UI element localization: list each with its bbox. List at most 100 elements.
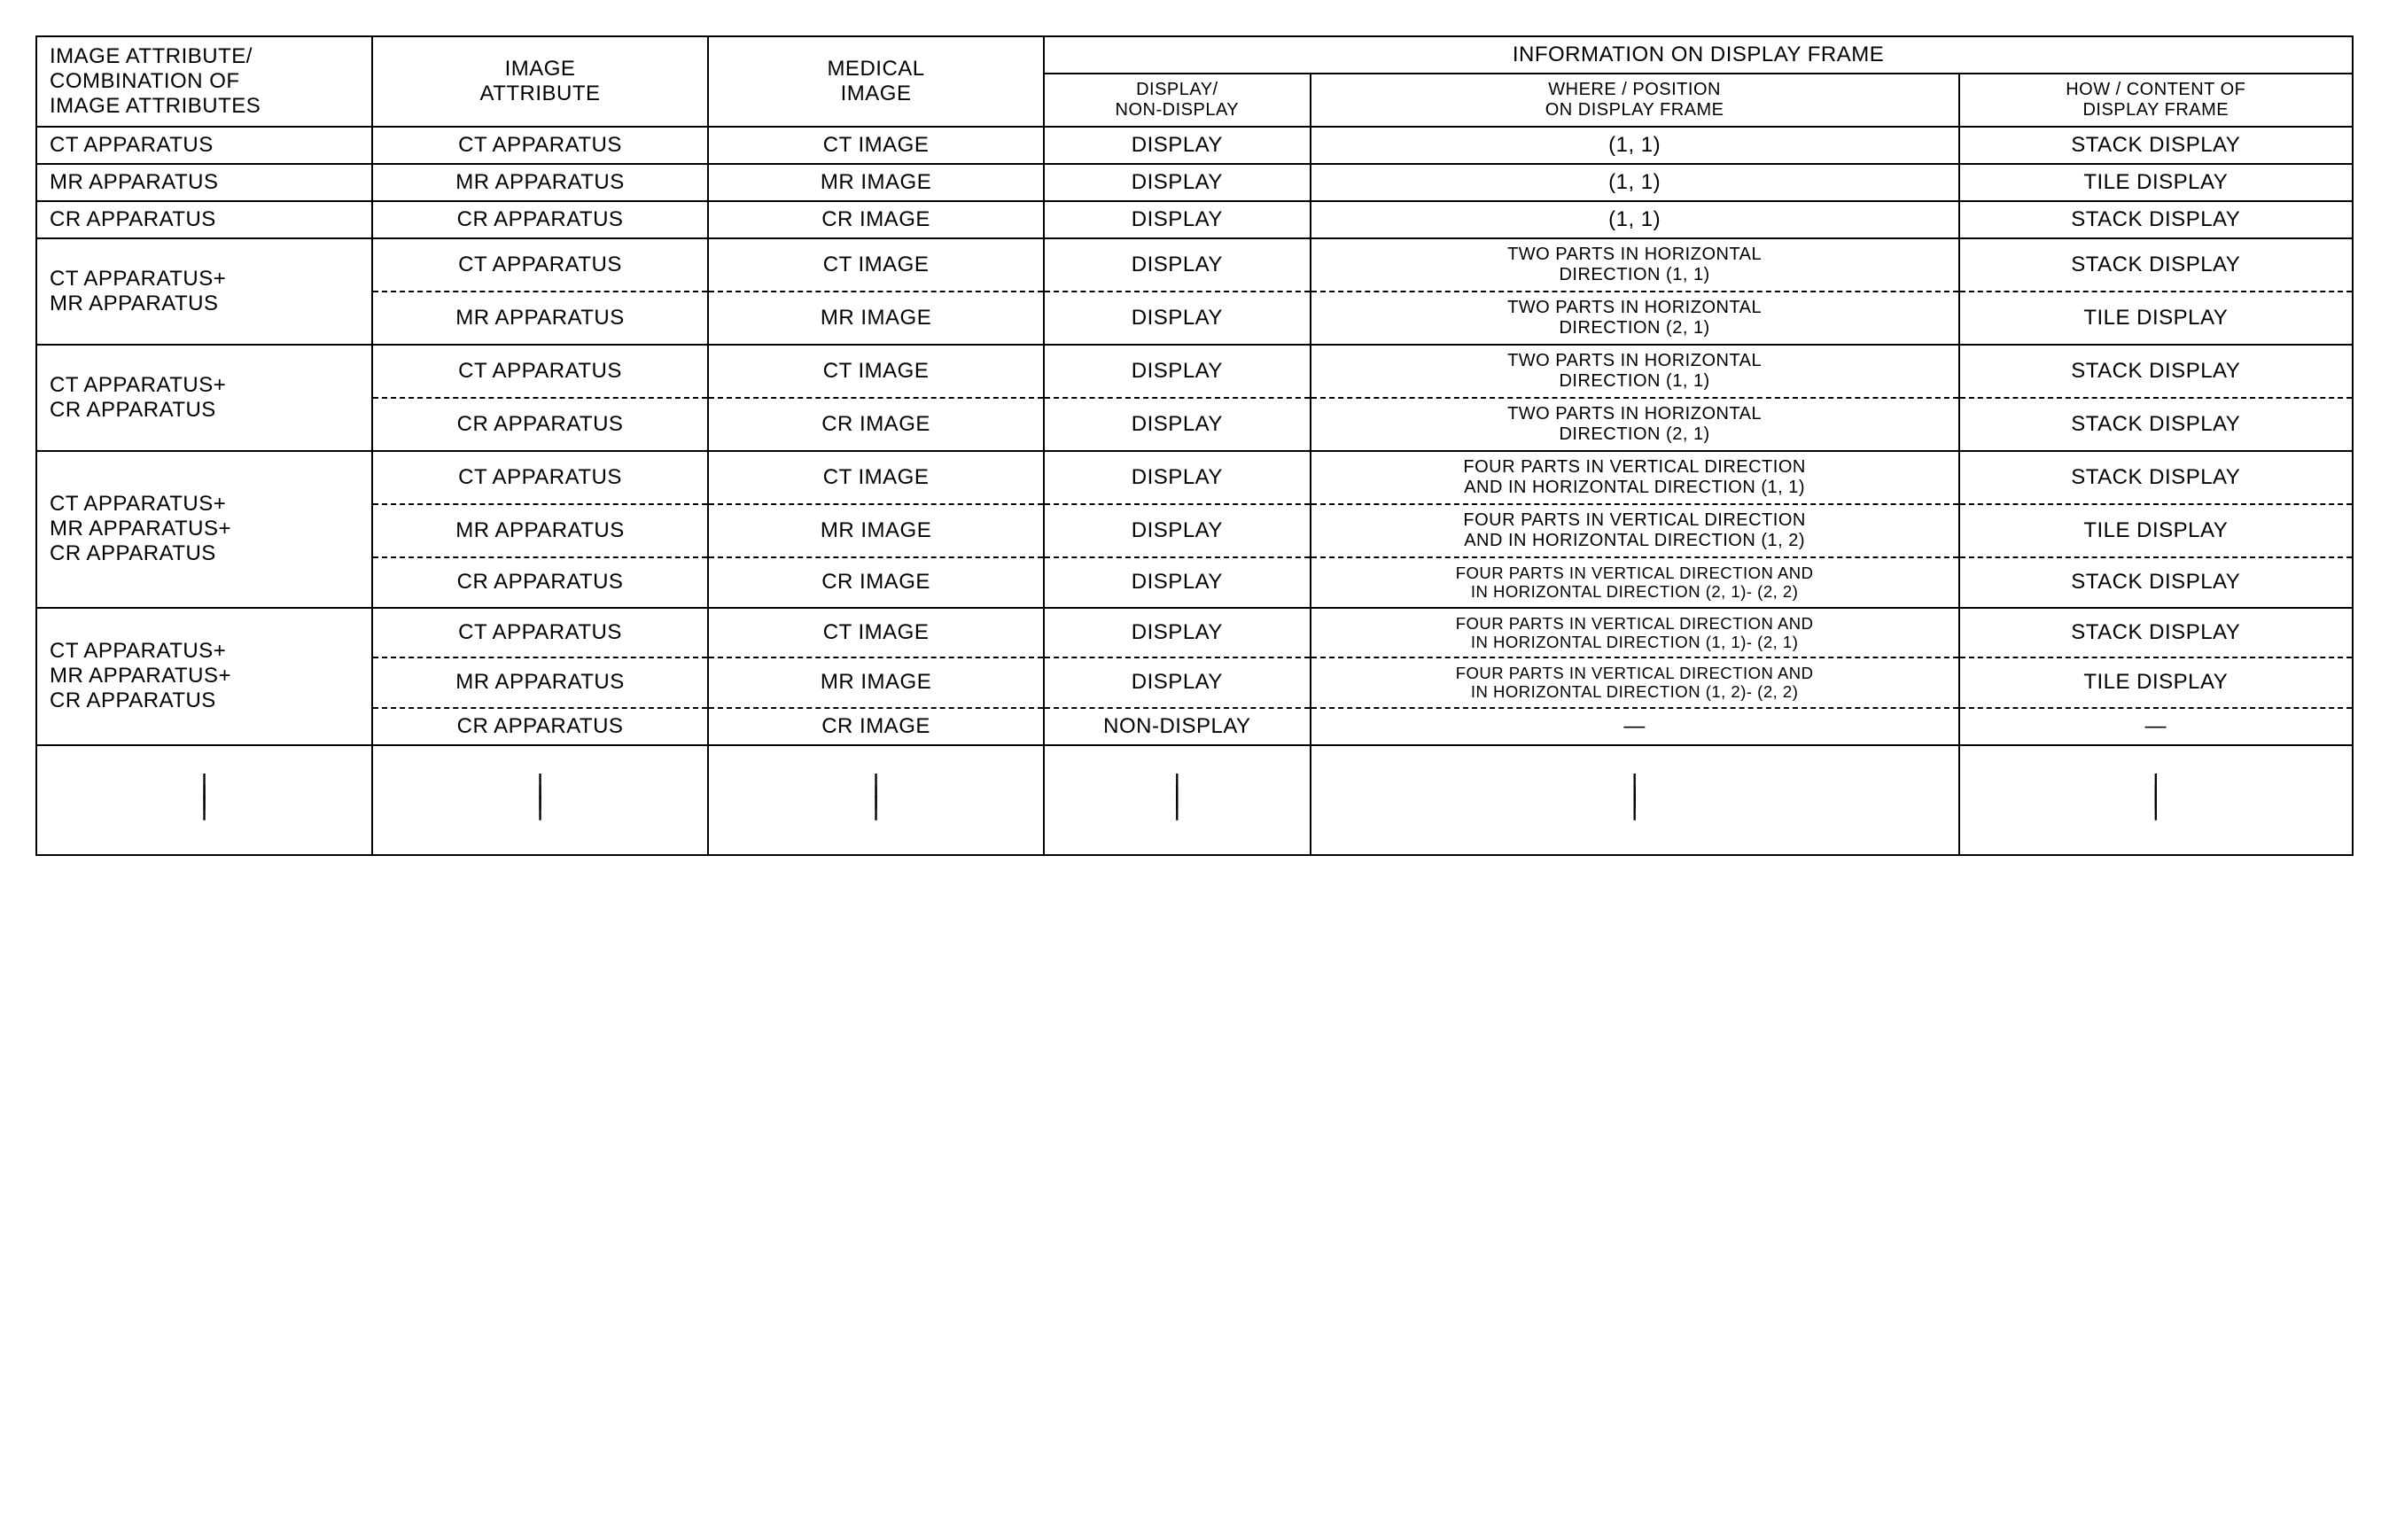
table-row: MR APPARATUSMR APPARATUSMR IMAGEDISPLAY(… [36,164,2353,201]
display-cell: DISPLAY [1044,238,1311,292]
header-col3: MEDICAL IMAGE [708,36,1044,127]
vdots-icon: ||| [533,779,548,813]
header-col4: DISPLAY/ NON-DISPLAY [1044,74,1311,127]
image-cell: CT IMAGE [708,238,1044,292]
where-cell: FOUR PARTS IN VERTICAL DIRECTION ANDIN H… [1311,608,1959,658]
image-cell: MR IMAGE [708,657,1044,708]
header-text: ON DISPLAY FRAME [1545,100,1724,120]
where-cell: TWO PARTS IN HORIZONTALDIRECTION (2, 1) [1311,292,1959,345]
where-cell: FOUR PARTS IN VERTICAL DIRECTIONAND IN H… [1311,504,1959,557]
header-text: NON-DISPLAY [1116,100,1240,120]
where-cell: FOUR PARTS IN VERTICAL DIRECTIONAND IN H… [1311,451,1959,504]
where-cell: FOUR PARTS IN VERTICAL DIRECTION ANDIN H… [1311,557,1959,608]
how-cell: STACK DISPLAY [1959,238,2353,292]
header-text: HOW / CONTENT OF [2066,80,2245,99]
how-cell: STACK DISPLAY [1959,608,2353,658]
where-cell: TWO PARTS IN HORIZONTALDIRECTION (1, 1) [1311,345,1959,398]
vdots-icon: ||| [1627,779,1642,813]
table-row: MR APPARATUSMR IMAGEDISPLAYFOUR PARTS IN… [36,657,2353,708]
image-cell: CR IMAGE [708,398,1044,451]
image-cell: CT IMAGE [708,451,1044,504]
table-row: CT APPARATUS+MR APPARATUS+CR APPARATUSCT… [36,451,2353,504]
attr-cell: CT APPARATUS [372,608,708,658]
vdots-icon: ||| [1170,779,1185,813]
display-cell: DISPLAY [1044,292,1311,345]
image-cell: CR IMAGE [708,557,1044,608]
attr-cell: CR APPARATUS [372,201,708,238]
how-cell: TILE DISPLAY [1959,292,2353,345]
attr-cell: MR APPARATUS [372,657,708,708]
table-row: CT APPARATUSCT APPARATUSCT IMAGEDISPLAY(… [36,127,2353,164]
group-cell: CT APPARATUS+MR APPARATUS+CR APPARATUS [36,451,372,608]
image-cell: CR IMAGE [708,708,1044,745]
how-cell: STACK DISPLAY [1959,398,2353,451]
where-cell: (1, 1) [1311,201,1959,238]
header-text: IMAGE ATTRIBUTE/ [50,44,253,68]
group-cell: CT APPARATUS+MR APPARATUS [36,238,372,345]
how-cell: STACK DISPLAY [1959,127,2353,164]
image-cell: CT IMAGE [708,345,1044,398]
header-text: ATTRIBUTE [479,82,600,105]
how-cell: STACK DISPLAY [1959,557,2353,608]
header-col5: WHERE / POSITION ON DISPLAY FRAME [1311,74,1959,127]
table-header: IMAGE ATTRIBUTE/ COMBINATION OF IMAGE AT… [36,36,2353,127]
header-text: IMAGE ATTRIBUTES [50,94,261,118]
where-cell: TWO PARTS IN HORIZONTALDIRECTION (2, 1) [1311,398,1959,451]
image-cell: MR IMAGE [708,292,1044,345]
table-row: CT APPARATUS+MR APPARATUSCT APPARATUSCT … [36,238,2353,292]
image-cell: MR IMAGE [708,504,1044,557]
where-cell: (1, 1) [1311,164,1959,201]
attr-cell: CR APPARATUS [372,557,708,608]
vdots-cell: ||| [36,745,372,855]
display-cell: DISPLAY [1044,345,1311,398]
attr-cell: CT APPARATUS [372,451,708,504]
table-row: CR APPARATUSCR IMAGEDISPLAYFOUR PARTS IN… [36,557,2353,608]
display-cell: DISPLAY [1044,557,1311,608]
display-frame-table: IMAGE ATTRIBUTE/ COMBINATION OF IMAGE AT… [35,35,2354,856]
how-cell: — [1959,708,2353,745]
attr-cell: CT APPARATUS [372,345,708,398]
how-cell: STACK DISPLAY [1959,451,2353,504]
where-cell: TWO PARTS IN HORIZONTALDIRECTION (1, 1) [1311,238,1959,292]
header-text: COMBINATION OF [50,69,240,93]
group-cell: CT APPARATUS+CR APPARATUS [36,345,372,451]
vdots-cell: ||| [708,745,1044,855]
header-text: IMAGE [505,57,576,81]
display-cell: DISPLAY [1044,657,1311,708]
display-cell: DISPLAY [1044,398,1311,451]
image-cell: CR IMAGE [708,201,1044,238]
image-cell: MR IMAGE [708,164,1044,201]
header-text: IMAGE [841,82,912,105]
group-cell: CT APPARATUS+MR APPARATUS+CR APPARATUS [36,608,372,745]
attr-cell: CR APPARATUS [372,398,708,451]
vdots-cell: ||| [1959,745,2353,855]
table-row: CR APPARATUSCR IMAGENON-DISPLAY—— [36,708,2353,745]
how-cell: STACK DISPLAY [1959,201,2353,238]
group-cell: CT APPARATUS [36,127,372,164]
header-text: WHERE / POSITION [1548,80,1721,99]
table-body: CT APPARATUSCT APPARATUSCT IMAGEDISPLAY(… [36,127,2353,855]
attr-cell: MR APPARATUS [372,292,708,345]
vdots-icon: ||| [868,779,883,813]
header-col1: IMAGE ATTRIBUTE/ COMBINATION OF IMAGE AT… [36,36,372,127]
where-cell: FOUR PARTS IN VERTICAL DIRECTION ANDIN H… [1311,657,1959,708]
continuation-row: ||| ||| ||| ||| ||| ||| [36,745,2353,855]
image-cell: CT IMAGE [708,127,1044,164]
header-col6: HOW / CONTENT OF DISPLAY FRAME [1959,74,2353,127]
how-cell: TILE DISPLAY [1959,657,2353,708]
group-cell: MR APPARATUS [36,164,372,201]
header-text: DISPLAY/ [1136,80,1218,99]
display-cell: DISPLAY [1044,608,1311,658]
vdots-cell: ||| [1311,745,1959,855]
table-row: CR APPARATUSCR APPARATUSCR IMAGEDISPLAY(… [36,201,2353,238]
table-row: MR APPARATUSMR IMAGEDISPLAYTWO PARTS IN … [36,292,2353,345]
display-cell: DISPLAY [1044,451,1311,504]
attr-cell: CT APPARATUS [372,238,708,292]
vdots-cell: ||| [1044,745,1311,855]
header-text: MEDICAL [827,57,924,81]
display-cell: DISPLAY [1044,164,1311,201]
how-cell: STACK DISPLAY [1959,345,2353,398]
how-cell: TILE DISPLAY [1959,164,2353,201]
header-info-span: INFORMATION ON DISPLAY FRAME [1044,36,2353,74]
display-cell: DISPLAY [1044,127,1311,164]
